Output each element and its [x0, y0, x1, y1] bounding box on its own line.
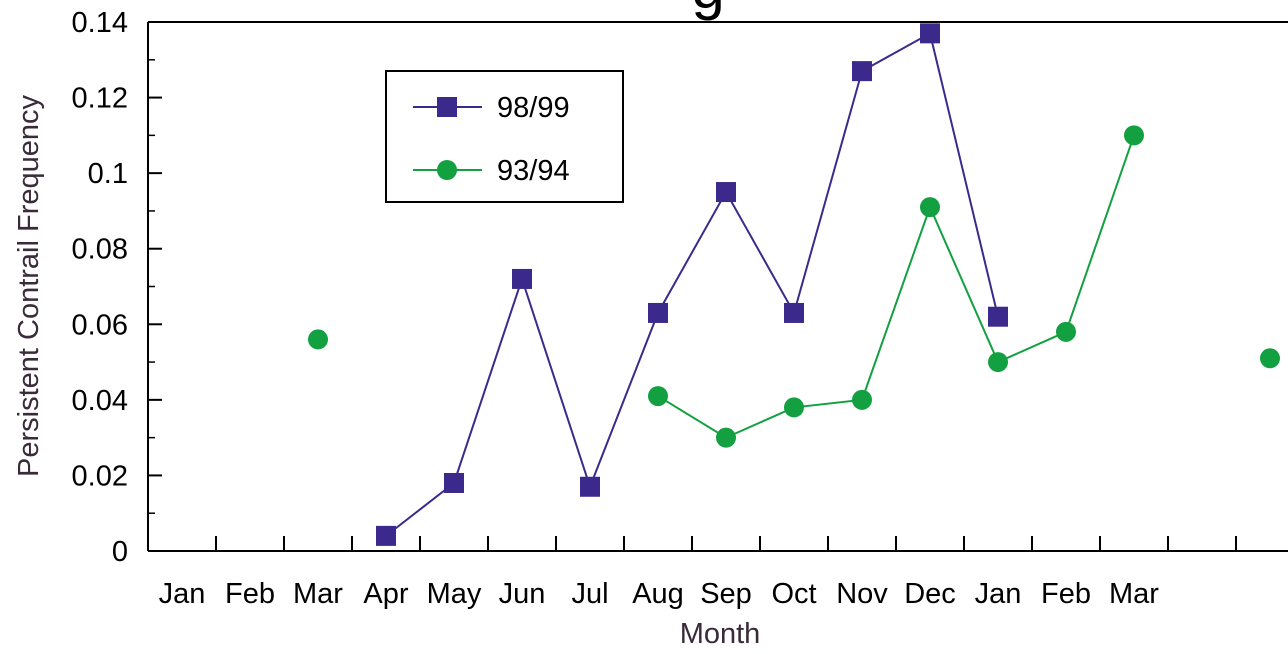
data-point [784, 302, 804, 323]
data-point [988, 352, 1008, 373]
data-point [852, 61, 872, 82]
data-point [648, 386, 668, 407]
y-tick-label: 0 [112, 536, 128, 568]
x-tick-label: Sep [700, 578, 752, 610]
x-tick-label: Mar [293, 578, 343, 610]
series-93-94 [308, 125, 1280, 448]
x-tick-label: Jan [975, 578, 1022, 610]
data-point [716, 427, 736, 448]
legend-label-98-99: 98/99 [497, 92, 570, 124]
x-axis-title: Month [680, 618, 761, 650]
data-point [852, 389, 872, 410]
data-point [648, 302, 668, 323]
data-point [920, 23, 940, 44]
x-tick-label: Apr [363, 578, 408, 610]
y-axis-ticks: 0 0.02 0.04 0.06 0.08 0.1 0.12 0.14 [72, 7, 162, 568]
data-point [988, 306, 1008, 327]
y-tick-label: 0.1 [88, 158, 128, 190]
x-tick-label: Nov [836, 578, 888, 610]
series-98-99 [376, 23, 1008, 546]
data-point [1260, 348, 1280, 369]
legend-marker-93-94 [437, 160, 457, 180]
data-point [444, 472, 464, 493]
title-fragment: g [691, 0, 724, 21]
data-point [376, 525, 396, 546]
series-line [385, 31, 999, 537]
data-point [920, 197, 940, 218]
series-layer [308, 23, 1280, 546]
data-point [716, 182, 736, 203]
legend-label-93-94: 93/94 [497, 155, 570, 187]
data-point [784, 397, 804, 418]
y-tick-label: 0.02 [72, 460, 128, 492]
data-point [1124, 125, 1144, 146]
data-point [1056, 321, 1076, 342]
y-tick-label: 0.08 [72, 234, 128, 266]
data-point [512, 268, 532, 289]
data-point [308, 329, 328, 350]
x-tick-label: Jul [571, 578, 608, 610]
x-tick-label: Jun [499, 578, 546, 610]
x-tick-label: Jan [159, 578, 206, 610]
x-tick-label: Mar [1109, 578, 1159, 610]
x-tick-label: Dec [904, 578, 956, 610]
plot-frame [147, 21, 1288, 552]
x-tick-label: Oct [771, 578, 816, 610]
x-tick-label: Aug [632, 578, 684, 610]
legend-marker-98-99 [437, 97, 457, 117]
series-line [657, 135, 1135, 439]
y-tick-label: 0.14 [72, 7, 128, 39]
x-tick-label: Feb [1041, 578, 1091, 610]
y-tick-label: 0.06 [72, 309, 128, 341]
y-tick-label: 0.12 [72, 83, 128, 115]
x-tick-label: May [427, 578, 482, 610]
x-axis-ticks: Jan Feb Mar Apr May Jun Jul Aug Sep Oct Nov Dec Jan F… [159, 536, 1237, 610]
data-point [580, 476, 600, 497]
legend: 98/99 93/94 [385, 70, 624, 203]
y-tick-label: 0.04 [72, 385, 128, 417]
x-tick-label: Feb [225, 578, 275, 610]
legend-box [385, 70, 624, 203]
y-axis-title: Persistent Contrail Frequency [13, 95, 45, 477]
